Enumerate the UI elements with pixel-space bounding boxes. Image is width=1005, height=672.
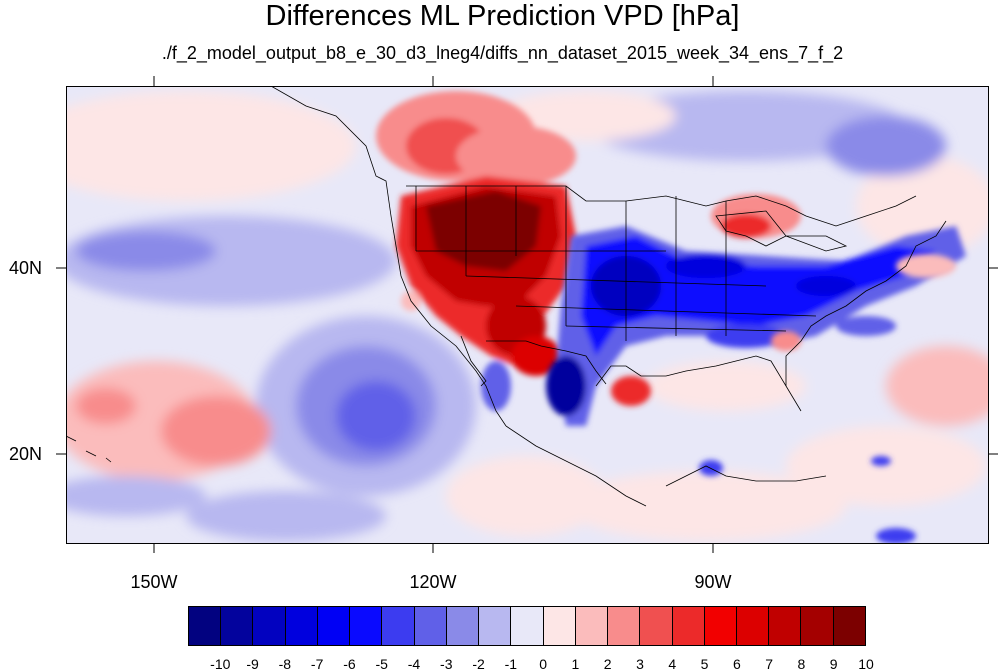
colorbar-swatch-3 [285, 607, 318, 645]
colorbar-tick-label: -8 [278, 656, 292, 672]
colorbar-tick-label: -5 [375, 656, 388, 672]
colorbar-tick-label: -10 [210, 656, 231, 672]
lon-tick-90w: 90W [694, 572, 732, 592]
lon-tick-150w: 150W [130, 572, 178, 592]
colorbar-tick-label: 2 [603, 656, 612, 672]
colorbar-tick-label: 0 [539, 656, 548, 672]
colorbar-swatch-14 [640, 607, 673, 645]
colorbar-tick-label: 4 [668, 656, 677, 672]
colorbar-swatch-5 [350, 607, 383, 645]
colorbar-swatch-7 [414, 607, 447, 645]
colorbar-swatch-19 [801, 607, 834, 645]
colorbar-tick-label: 7 [765, 656, 774, 672]
colorbar-tick-label: -1 [504, 656, 518, 672]
colorbar-tick-label: 6 [732, 656, 741, 672]
colorbar-tick-label: 8 [797, 656, 806, 672]
colorbar-swatch-8 [446, 607, 480, 645]
vpd-difference-map [66, 86, 989, 544]
field-broad-patches [66, 91, 989, 541]
colorbar-tick-label: -6 [343, 656, 356, 672]
map-title: Differences ML Prediction VPD [hPa] [265, 0, 740, 32]
colorbar-tick-label: 1 [571, 656, 580, 672]
colorbar-swatch-2 [253, 607, 286, 645]
colorbar-tick-label: 10 [858, 656, 874, 672]
colorbar-tick-label: 9 [829, 656, 838, 672]
colorbar-tick-label: -7 [310, 656, 324, 672]
colorbar-swatch-10 [511, 607, 544, 645]
colorbar-swatch-9 [479, 607, 512, 645]
map-plot-area [66, 86, 989, 544]
colorbar-swatch-12 [575, 607, 609, 645]
colorbar-swatch-16 [704, 607, 737, 645]
colorbar-swatch-11 [543, 607, 576, 645]
colorbar-tick-label: 5 [700, 656, 709, 672]
colorbar-swatch-18 [769, 607, 802, 645]
colorbar-swatch-13 [608, 607, 641, 645]
map-subtitle: ./f_2_model_output_b8_e_30_d3_lneg4/diff… [161, 43, 844, 63]
colorbar-tick-label: -3 [440, 656, 453, 672]
colorbar-swatch-1 [221, 607, 254, 645]
colorbar-swatch-15 [672, 607, 705, 645]
colorbar-swatch-4 [317, 607, 351, 645]
colorbar-swatch-17 [736, 607, 770, 645]
colorbar-tick-label: 3 [636, 656, 644, 672]
lat-tick-20n: 20N [8, 444, 42, 464]
field-central-us-negative [546, 226, 966, 544]
lon-tick-120w: 120W [409, 572, 457, 592]
colorbar-tick-label: -9 [246, 656, 259, 672]
colorbar-swatch-0 [189, 607, 222, 645]
field-western-us-positive [376, 91, 576, 411]
colorbar-tick-label: -2 [472, 656, 485, 672]
lat-tick-40n: 40N [8, 258, 42, 278]
colorbar-tick-label: -4 [407, 656, 421, 672]
colorbar-swatch-20 [833, 607, 865, 645]
colorbar-swatch-6 [382, 607, 415, 645]
coastlines-borders [66, 86, 947, 507]
colorbar [188, 606, 866, 646]
